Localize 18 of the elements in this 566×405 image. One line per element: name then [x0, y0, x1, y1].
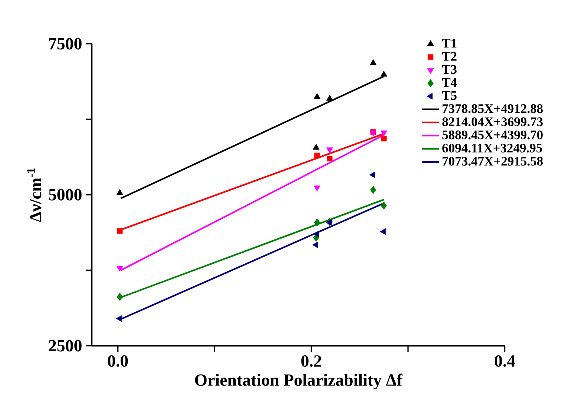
- legend-label: 7073.47X+2915.58: [442, 157, 543, 166]
- y-tick-label: 5000: [49, 189, 82, 201]
- y-axis-title: Δν/cm$^{-1}$: [27, 168, 42, 222]
- legend-label: 7378.85X+4912.88: [442, 104, 543, 114]
- legend-label: 5889.45X+4399.70: [442, 130, 543, 140]
- x-tick-label: 0.2: [302, 356, 322, 368]
- y-tick-label: 2500: [49, 340, 82, 352]
- legend-label: T1: [442, 39, 457, 48]
- x-tick-label: 0.0: [108, 356, 128, 368]
- y-tick-label: 7500: [49, 38, 82, 50]
- legend-label: T4: [442, 78, 458, 87]
- x-axis-title: Orientation Polarizability Δf: [195, 374, 403, 390]
- x-tick-label: 0.4: [495, 356, 516, 368]
- legend-label: 6094.11X+3249.95: [442, 144, 542, 153]
- legend-label: T2: [442, 52, 457, 61]
- legend-label: T5: [442, 91, 457, 100]
- legend-label: 8214.04X+3699.73: [442, 118, 543, 126]
- legend-label: T3: [442, 65, 457, 74]
